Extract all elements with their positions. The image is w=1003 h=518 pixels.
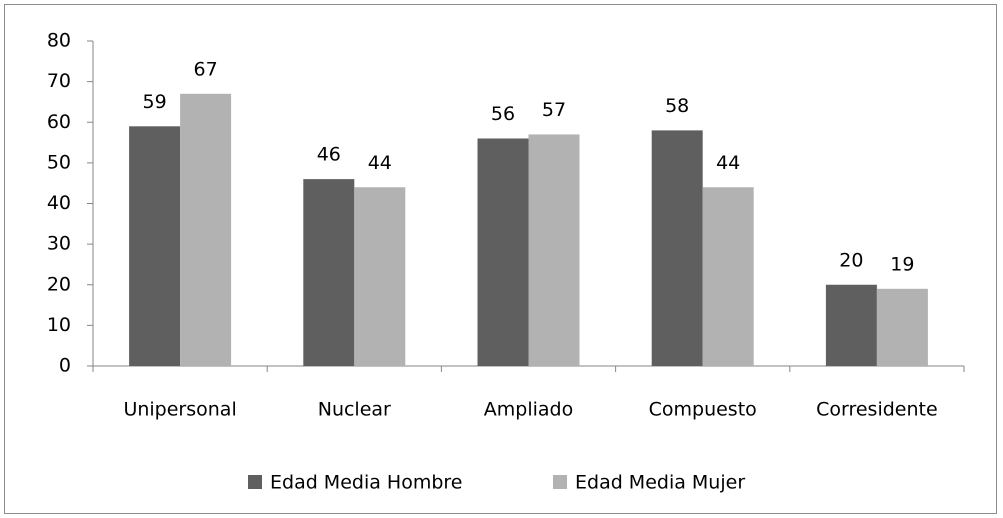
y-tick-label: 50 <box>47 151 71 173</box>
bar <box>876 288 928 366</box>
bar <box>303 179 355 366</box>
y-tick-label: 60 <box>47 111 71 133</box>
bar <box>477 138 529 366</box>
legend-swatch <box>553 475 567 489</box>
y-tick-label: 30 <box>47 233 71 255</box>
bar <box>825 284 877 366</box>
data-label: 46 <box>317 144 341 166</box>
data-label: 56 <box>491 103 515 125</box>
data-label: 57 <box>542 99 566 121</box>
x-tick-label: Ampliado <box>484 399 573 421</box>
y-tick-label: 0 <box>59 355 71 377</box>
y-tick-label: 80 <box>47 30 71 52</box>
legend-label: Edad Media Mujer <box>575 472 745 494</box>
data-label: 58 <box>665 95 689 117</box>
legend-swatch <box>248 475 262 489</box>
bar <box>528 134 580 366</box>
data-label: 44 <box>368 152 392 174</box>
bar <box>180 93 232 366</box>
bar <box>702 187 754 366</box>
legend-label: Edad Media Hombre <box>270 472 462 494</box>
bar <box>354 187 406 366</box>
x-tick-label: Compuesto <box>649 399 757 421</box>
x-tick-label: Corresidente <box>816 399 938 421</box>
bar <box>651 130 703 366</box>
y-tick-label: 70 <box>47 70 71 92</box>
x-tick-label: Unipersonal <box>123 399 236 421</box>
data-label: 67 <box>194 58 218 80</box>
data-label: 20 <box>839 249 863 271</box>
y-tick-label: 40 <box>47 192 71 214</box>
y-tick-label: 10 <box>47 314 71 336</box>
data-label: 44 <box>716 152 740 174</box>
bar <box>129 126 181 366</box>
y-tick-label: 20 <box>47 273 71 295</box>
data-label: 59 <box>143 91 167 113</box>
data-label: 19 <box>890 253 914 275</box>
x-tick-label: Nuclear <box>318 399 391 421</box>
